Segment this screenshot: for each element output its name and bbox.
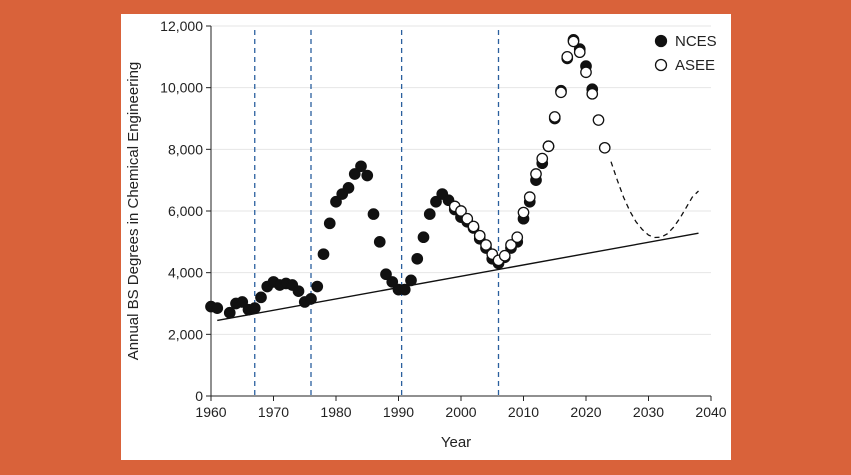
y-axis-ticks: 0 2,000 4,000 6,000 8,000 10,000 12,000	[160, 18, 211, 404]
y-tick-label: 4,000	[168, 265, 203, 281]
nces-point	[223, 306, 236, 319]
nces-point	[211, 302, 224, 314]
asee-point	[542, 140, 555, 153]
asee-point	[598, 141, 611, 154]
nces-point	[348, 168, 361, 180]
legend-marker	[654, 58, 668, 72]
asee-point	[473, 229, 486, 242]
nces-point	[373, 235, 386, 248]
projection-curve	[610, 161, 699, 239]
asee-point	[517, 206, 530, 219]
asee-point	[573, 46, 586, 59]
asee-point	[548, 111, 561, 123]
asee-point	[523, 191, 536, 203]
y-tick-label: 10,000	[160, 80, 203, 96]
asee-point	[530, 168, 542, 180]
nces-point	[417, 231, 430, 244]
asee-point	[480, 239, 492, 251]
trend-line-segment	[217, 232, 699, 322]
nces-point	[330, 195, 342, 208]
trend-line	[217, 232, 699, 322]
chart-panel: 1960 1970 1980 1990 2000 2010 2020 2030 2040 0 2,…	[121, 14, 731, 460]
x-tick-label: 1970	[258, 404, 289, 420]
projection-path	[610, 161, 699, 239]
asee-point	[505, 239, 517, 251]
asee-point	[592, 114, 605, 126]
nces-point	[355, 160, 367, 173]
x-axis-title: Year	[441, 434, 471, 451]
x-tick-label: 2030	[633, 404, 664, 420]
nces-point	[305, 293, 317, 305]
nces-point	[430, 195, 442, 208]
nces-point	[367, 208, 380, 220]
nces-point	[386, 276, 399, 288]
y-tick-label: 6,000	[168, 203, 203, 219]
nces-point	[423, 208, 436, 220]
x-axis-ticks: 1960 1970 1980 1990 2000 2010 2020 2030 2040	[195, 396, 727, 420]
asee-point	[461, 212, 474, 225]
x-tick-label: 2000	[445, 404, 476, 420]
asee-point	[455, 205, 467, 217]
y-tick-label: 0	[195, 388, 203, 404]
y-tick-label: 2,000	[168, 326, 203, 342]
legend: NCES ASEE	[654, 33, 717, 74]
y-axis-title: Annual BS Degrees in Chemical Engineerin…	[125, 62, 142, 361]
nces-point	[361, 169, 374, 182]
asee-point	[561, 50, 574, 63]
asee-point	[536, 152, 549, 165]
asee-point	[511, 231, 524, 244]
nces-point	[255, 291, 267, 304]
nces-point	[248, 302, 261, 314]
nces-point	[292, 285, 305, 298]
y-tick-label: 8,000	[168, 141, 203, 157]
asee-point	[567, 35, 580, 48]
vertical-reference-lines	[254, 30, 500, 396]
x-tick-label: 1990	[383, 404, 414, 420]
legend-label: NCES	[675, 33, 717, 50]
nces-point	[398, 283, 411, 296]
nces-point	[311, 280, 324, 293]
x-tick-label: 2010	[508, 404, 539, 420]
asee-point	[498, 249, 511, 262]
asee-point	[580, 66, 592, 79]
asee-point	[586, 87, 599, 100]
chart: 1960 1970 1980 1990 2000 2010 2020 2030 2040 0 2,…	[125, 18, 727, 451]
data-points	[205, 34, 611, 319]
nces-point	[323, 217, 336, 230]
x-tick-label: 1960	[195, 404, 226, 420]
legend-label: ASEE	[675, 57, 715, 74]
legend-marker	[654, 34, 668, 48]
x-tick-label: 1980	[320, 404, 351, 420]
nces-point	[236, 296, 249, 308]
x-tick-label: 2020	[570, 404, 601, 420]
asee-point	[467, 220, 480, 233]
asee-point	[555, 86, 567, 99]
y-tick-label: 12,000	[160, 18, 203, 34]
nces-point	[411, 252, 424, 265]
nces-point	[317, 248, 330, 261]
nces-point	[405, 274, 417, 287]
nces-point	[380, 268, 392, 281]
x-tick-label: 2040	[695, 404, 726, 420]
nces-point	[342, 182, 355, 194]
